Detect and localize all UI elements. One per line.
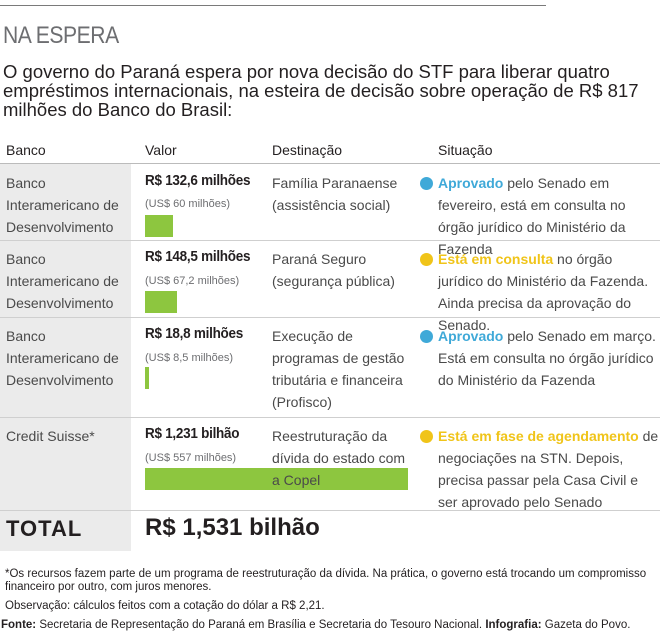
row-divider — [0, 510, 660, 511]
column-header-destinacao: Destinação — [272, 142, 343, 158]
status-label: Aprovado — [438, 175, 504, 191]
value-bar — [145, 367, 149, 389]
observation: Observação: cálculos feitos com a cotaçã… — [5, 600, 325, 612]
value-brl: R$ 18,8 milhões — [145, 325, 244, 342]
source-credit: Fonte: Secretaria de Representação do Pa… — [1, 619, 630, 631]
status-label: Aprovado — [438, 328, 504, 344]
destination: Reestruturação da dívida do estado com a… — [272, 428, 406, 488]
headline: O governo do Paraná espera por nova deci… — [3, 61, 639, 120]
row-divider — [0, 240, 660, 241]
value-usd: (US$ 67,2 milhões) — [145, 275, 240, 287]
destination: Paraná Seguro (segurança pública) — [272, 251, 395, 289]
column-header-situacao: Situação — [438, 142, 493, 158]
situation-text: pelo Senado em fevereiro, está em consul… — [438, 175, 626, 257]
footnote: *Os recursos fazem parte de um programa … — [5, 568, 647, 593]
top-rule — [0, 5, 546, 6]
row-divider — [0, 417, 660, 418]
destination: Família Paranaense (assistência social) — [272, 175, 398, 213]
value-brl: R$ 148,5 milhões — [145, 248, 251, 265]
status-dot-icon — [420, 177, 433, 190]
value-bar — [145, 468, 408, 490]
bank-name: Banco Interamericano de Desenvolvimento — [6, 328, 119, 388]
value-usd: (US$ 557 milhões) — [145, 452, 237, 464]
total-value: R$ 1,531 bilhão — [145, 514, 320, 541]
bank-name: Credit Suisse* — [6, 428, 95, 444]
infographic-text: Gazeta do Povo. — [541, 619, 631, 631]
column-header-banco: Banco — [6, 142, 46, 158]
status-dot-icon — [420, 430, 433, 443]
situation: Está em fase de agendamento de negociaçõ… — [438, 425, 660, 513]
row-divider — [0, 317, 660, 318]
value-bar — [145, 215, 173, 237]
situation-text: no órgão jurídico do Ministério da Fazen… — [438, 251, 649, 333]
source-text: Secretaria de Representação do Paraná em… — [36, 619, 486, 631]
situation-text: de negociações na STN. Depois, precisa p… — [438, 428, 659, 510]
value-brl: R$ 1,231 bilhão — [145, 425, 240, 442]
status-label: Está em fase de agendamento — [438, 428, 639, 444]
bank-name: Banco Interamericano de Desenvolvimento — [6, 175, 119, 235]
situation: Aprovado pelo Senado em fevereiro, está … — [438, 172, 660, 260]
value-bar — [145, 291, 177, 313]
column-header-valor: Valor — [145, 142, 177, 158]
bank-column-shade — [0, 163, 131, 551]
infographic-label: Infografia: — [485, 619, 542, 631]
status-label: Está em consulta — [438, 251, 554, 267]
total-label: TOTAL — [6, 516, 83, 541]
destination: Execução de programas de gestão tributár… — [272, 328, 405, 410]
status-dot-icon — [420, 253, 433, 266]
value-usd: (US$ 8,5 milhões) — [145, 352, 234, 364]
situation: Está em consulta no órgão jurídico do Mi… — [438, 248, 660, 336]
source-label: Fonte: — [1, 619, 37, 631]
header-rule — [0, 163, 660, 164]
value-brl: R$ 132,6 milhões — [145, 172, 251, 189]
value-usd: (US$ 60 milhões) — [145, 198, 230, 210]
situation-text: pelo Senado em março. Está em consulta n… — [438, 328, 656, 388]
situation: Aprovado pelo Senado em março. Está em c… — [438, 325, 660, 391]
status-dot-icon — [420, 330, 433, 343]
kicker: NA ESPERA — [3, 22, 119, 49]
bank-name: Banco Interamericano de Desenvolvimento — [6, 251, 119, 311]
